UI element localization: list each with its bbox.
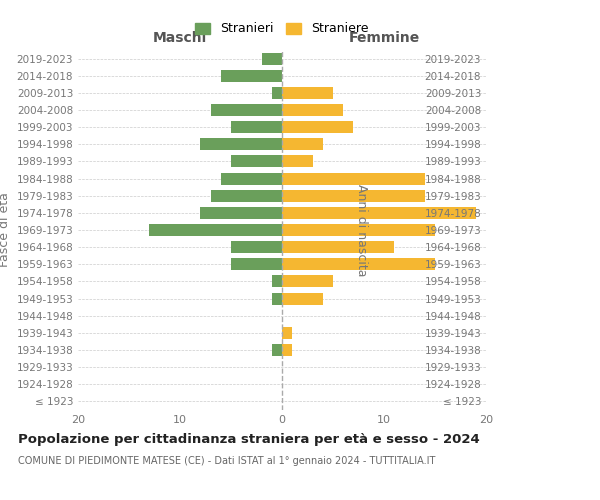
Bar (221, 70, 282, 82)
Bar (221, 172, 282, 184)
Bar (272, 344, 282, 356)
Bar (282, 241, 394, 253)
Bar (282, 207, 476, 219)
Bar (282, 292, 323, 304)
Bar (200, 207, 282, 219)
Bar (149, 224, 282, 236)
Bar (282, 258, 435, 270)
Bar (282, 224, 435, 236)
Bar (231, 258, 282, 270)
Bar (282, 276, 333, 287)
Bar (282, 138, 323, 150)
Bar (231, 241, 282, 253)
Bar (211, 190, 282, 202)
Bar (282, 327, 292, 339)
Bar (272, 87, 282, 99)
Bar (231, 121, 282, 133)
Legend: Stranieri, Straniere: Stranieri, Straniere (191, 18, 373, 40)
Bar (200, 138, 282, 150)
Text: Femmine: Femmine (349, 31, 419, 45)
Y-axis label: Anni di nascita: Anni di nascita (355, 184, 368, 276)
Bar (282, 172, 425, 184)
Bar (282, 190, 425, 202)
Bar (282, 156, 313, 168)
Bar (282, 344, 292, 356)
Bar (262, 52, 282, 64)
Bar (282, 104, 343, 116)
Text: Popolazione per cittadinanza straniera per età e sesso - 2024: Popolazione per cittadinanza straniera p… (18, 432, 480, 446)
Bar (231, 156, 282, 168)
Bar (282, 87, 333, 99)
Bar (272, 276, 282, 287)
Y-axis label: Fasce di età: Fasce di età (0, 192, 11, 268)
Bar (282, 121, 353, 133)
Text: COMUNE DI PIEDIMONTE MATESE (CE) - Dati ISTAT al 1° gennaio 2024 - TUTTITALIA.IT: COMUNE DI PIEDIMONTE MATESE (CE) - Dati … (18, 456, 436, 466)
Bar (272, 292, 282, 304)
Text: Maschi: Maschi (153, 31, 207, 45)
Bar (211, 104, 282, 116)
